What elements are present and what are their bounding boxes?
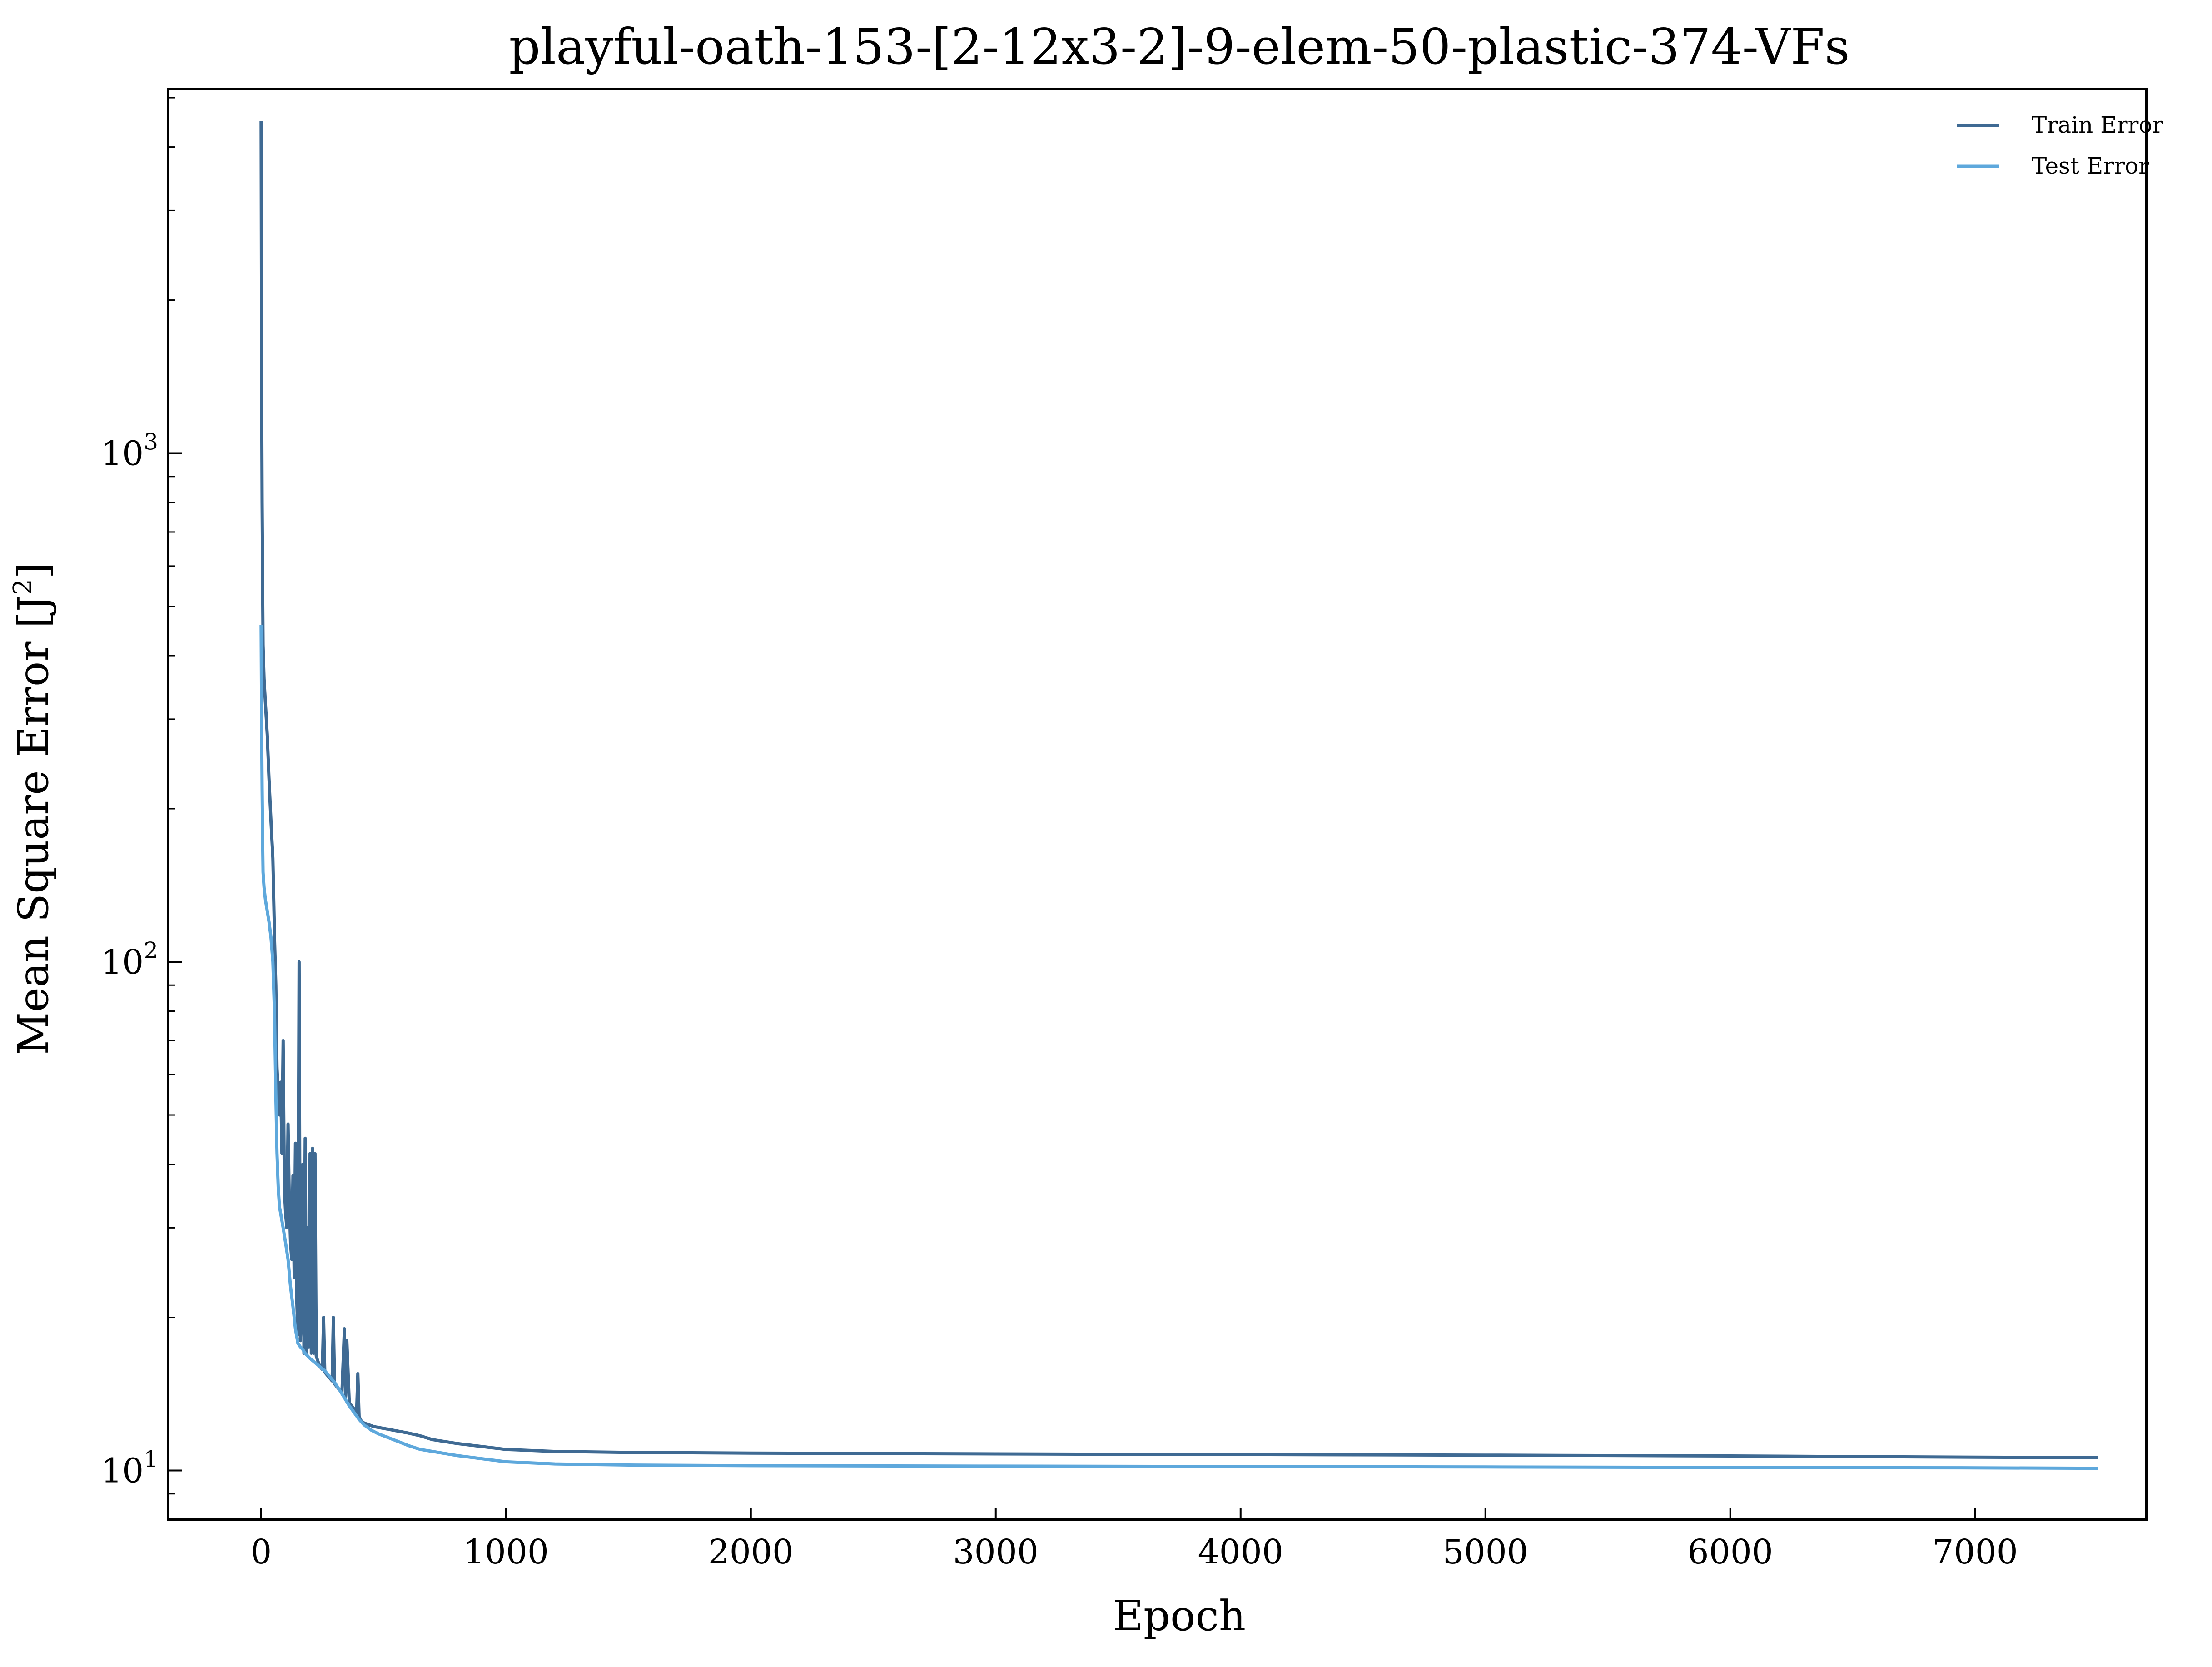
y-tick-base: 10 (101, 943, 144, 982)
y-axis-label: Mean Square Error [J2] (8, 562, 58, 1055)
x-tick-label: 1000 (463, 1533, 549, 1572)
x-tick-label: 0 (250, 1533, 272, 1572)
x-tick-label: 3000 (953, 1533, 1039, 1572)
y-tick-label: 102 (101, 937, 158, 982)
y-axis-label-text: Mean Square Error [J (9, 595, 58, 1055)
x-axis: 0 1000 2000 3000 4000 5000 6000 7000 (250, 1508, 2018, 1572)
y-tick-exponent: 2 (144, 937, 158, 964)
x-tick-label: 6000 (1688, 1533, 1773, 1572)
y-tick-exponent: 1 (144, 1446, 158, 1473)
y-axis-label-suffix: ] (9, 562, 58, 579)
y-tick-label: 103 (101, 429, 158, 473)
series-line-test-error (259, 625, 2098, 1470)
legend-label: Test Error (2032, 153, 2149, 179)
x-tick-label: 7000 (1933, 1533, 2018, 1572)
legend-label: Train Error (2032, 112, 2163, 138)
y-tick-base: 10 (101, 434, 144, 473)
y-axis-label-superscript: 2 (8, 579, 38, 595)
chart-title: playful-oath-153-[2-12x3-2]-9-elem-50-pl… (509, 19, 1849, 75)
y-tick-base: 10 (101, 1452, 144, 1491)
plot-area (259, 121, 2098, 1470)
x-tick-label: 5000 (1443, 1533, 1528, 1572)
legend: Train Error Test Error (1957, 112, 2163, 179)
plot-frame (167, 88, 2148, 1521)
x-axis-label: Epoch (1113, 1592, 1246, 1640)
x-tick-label: 2000 (708, 1533, 794, 1572)
legend-item: Test Error (1957, 153, 2149, 179)
y-tick-label: 101 (101, 1446, 158, 1491)
y-tick-exponent: 3 (144, 429, 158, 455)
x-tick-label: 4000 (1198, 1533, 1283, 1572)
legend-item: Train Error (1957, 112, 2163, 138)
